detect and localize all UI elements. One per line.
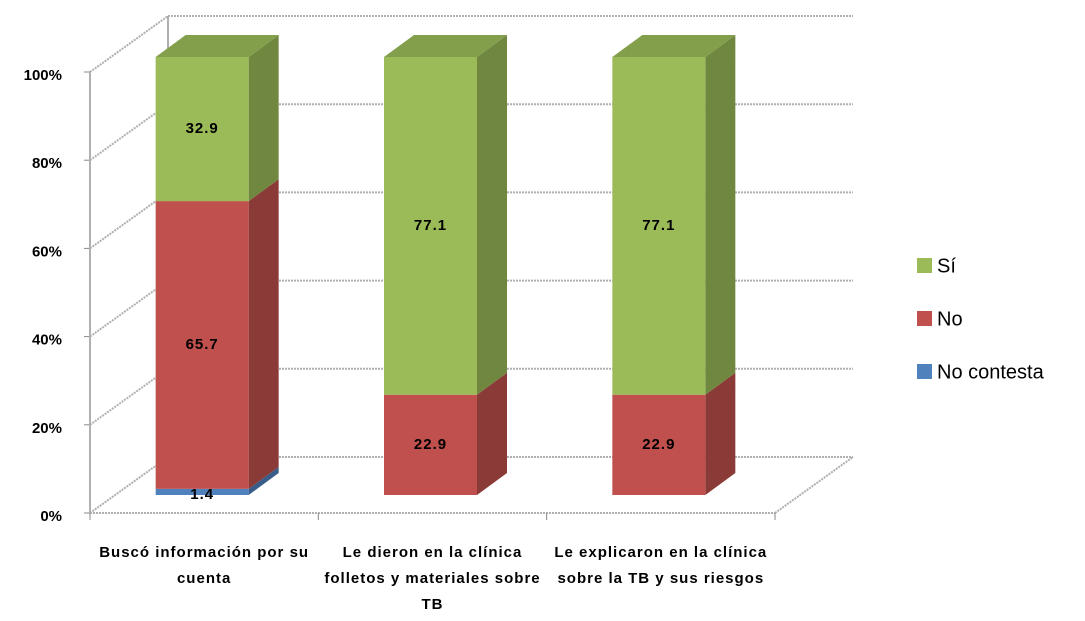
bar-side	[248, 466, 279, 495]
y-tick-label: 100%	[24, 67, 62, 84]
bar-top	[155, 35, 279, 57]
grid-line-side	[89, 191, 169, 250]
bar-side	[705, 35, 736, 395]
grid-line-side	[89, 367, 169, 426]
y-tick-label: 80%	[32, 155, 62, 172]
value-label: 1.4	[190, 486, 214, 503]
bar-side	[477, 372, 507, 495]
grid-line-side	[89, 456, 169, 514]
grid-line-side	[89, 103, 169, 162]
bar	[155, 201, 249, 489]
value-label: 22.9	[414, 436, 447, 453]
x-tick-label: Le dieron en la clínica folletos y mater…	[324, 544, 541, 613]
grid-line-side	[89, 279, 169, 338]
value-label: 32.9	[186, 120, 219, 137]
bar	[384, 394, 477, 495]
legend-label: Sí	[937, 255, 956, 277]
bar-side	[705, 372, 736, 495]
bar-side	[477, 35, 507, 395]
y-tick-label: 20%	[32, 420, 62, 437]
value-label: 22.9	[642, 436, 675, 453]
legend-swatch	[917, 258, 932, 273]
legend-swatch	[917, 311, 932, 326]
value-label: 65.7	[186, 336, 219, 353]
bar	[384, 57, 477, 395]
bar	[155, 488, 249, 495]
legend-label: No	[937, 308, 963, 330]
value-label: 77.1	[642, 217, 675, 234]
bar	[155, 57, 249, 202]
bar-top	[612, 35, 736, 57]
y-tick-label: 60%	[32, 243, 62, 260]
x-tick-label: Buscó información por su cuenta	[99, 544, 310, 587]
bar-top	[384, 35, 507, 57]
bar	[612, 57, 706, 395]
legend-label: No contesta	[937, 361, 1045, 383]
legend-swatch	[917, 364, 932, 379]
y-tick-label: 0%	[40, 508, 62, 525]
y-tick-label: 40%	[32, 332, 62, 349]
bar-side	[248, 35, 279, 202]
value-label: 77.1	[414, 217, 447, 234]
grid-line-side	[89, 15, 169, 73]
bar	[612, 394, 706, 495]
x-tick-label: Le explicaron en la clínica sobre la TB …	[554, 544, 768, 587]
floor-right	[774, 456, 854, 514]
bar-side	[248, 179, 279, 489]
